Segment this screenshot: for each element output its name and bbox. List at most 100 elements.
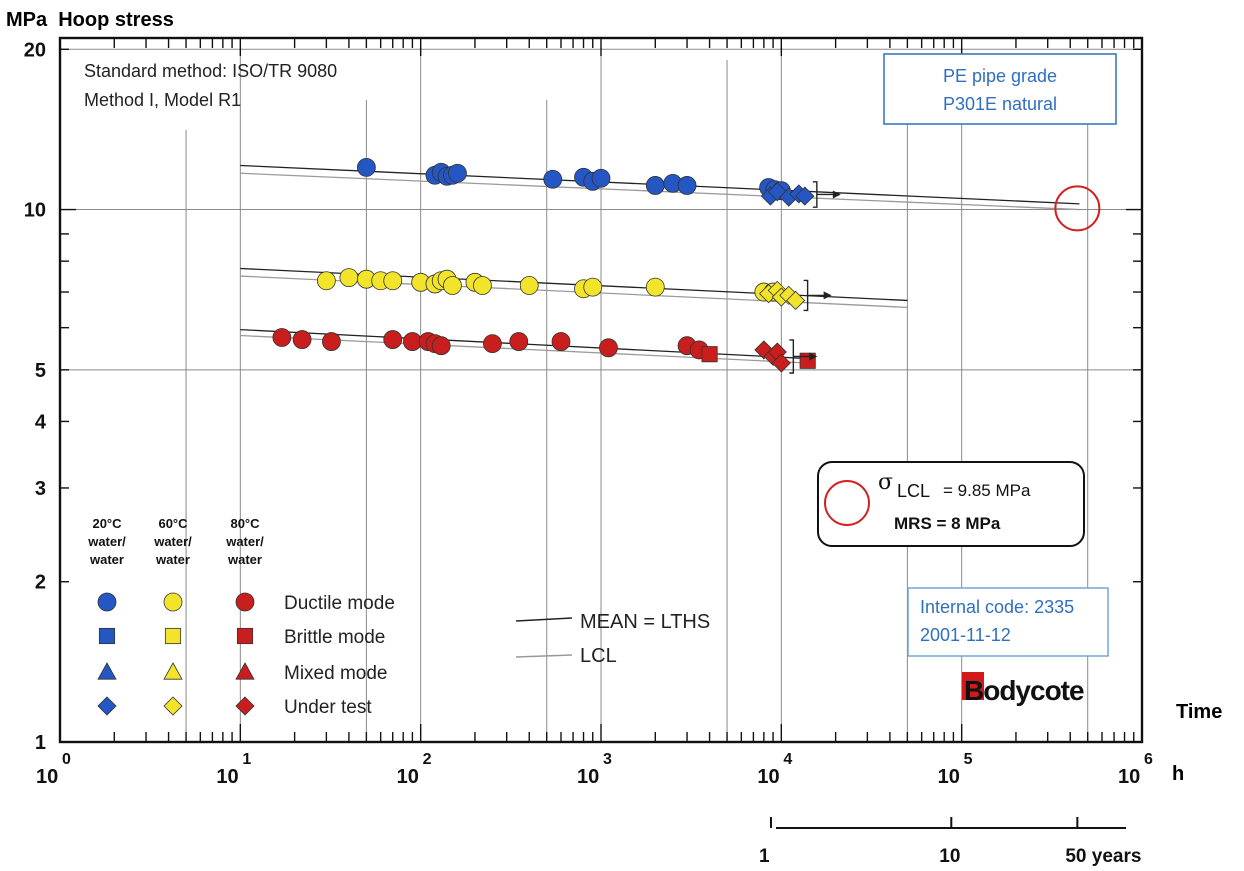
- legend-row-label: Under test: [284, 697, 372, 718]
- data-point-ductile: [443, 276, 462, 295]
- legend-col-temp: 60°C: [158, 516, 188, 531]
- x-tick-label-exponent: 6: [1144, 751, 1153, 768]
- y-tick-labels: 20 10 5 4 3 2 1: [24, 39, 47, 754]
- company-logo: Bodycote: [962, 672, 1085, 706]
- data-point-ductile: [316, 271, 336, 291]
- data-point-ductile: [543, 169, 563, 189]
- x-tick-label-base: 10: [938, 766, 960, 788]
- result-circle-icon: [824, 480, 870, 526]
- data-point-ductile: [583, 277, 603, 297]
- legend-col-temp: 80°C: [230, 516, 260, 531]
- legend-col-media-2: water: [155, 552, 190, 567]
- legend-col-media-1: water/: [153, 534, 192, 549]
- x-tick-label: 104: [757, 751, 792, 788]
- y-tick-label: 1: [35, 732, 46, 754]
- x-axis-title: Time: [1176, 701, 1222, 723]
- legend-circle-icon: [163, 592, 183, 612]
- legend: 20°C water/water 60°C water/water 80°C water/…: [87, 516, 395, 718]
- material-box-line-1: PE pipe grade: [943, 66, 1057, 86]
- data-point-ductile: [645, 176, 665, 195]
- y-tick-label: 10: [24, 200, 46, 222]
- data-point-under-test: [795, 186, 815, 206]
- legend-row-label: Brittle mode: [284, 627, 385, 648]
- legend-square-icon: [164, 627, 182, 645]
- data-point-ductile: [383, 330, 403, 349]
- legend-triangle-icon: [97, 662, 117, 680]
- logo-red-square: [962, 672, 984, 700]
- data-point-ductile: [339, 268, 359, 288]
- series-1: [316, 268, 832, 312]
- y-axis-title: MPa Hoop stress: [6, 9, 174, 31]
- data-point-ductile: [403, 332, 422, 351]
- legend-col-media-2: water: [227, 552, 262, 567]
- y-tick-label: 5: [35, 360, 46, 382]
- legend-col-media-1: water/: [225, 534, 264, 549]
- x-tick-label: 100: [36, 751, 71, 788]
- legend-col-media-1: water/: [87, 534, 126, 549]
- legend-row-label: Mixed mode: [284, 663, 388, 684]
- data-point-ductile: [322, 332, 341, 351]
- data-points: [272, 158, 841, 374]
- data-point-ductile: [383, 271, 403, 291]
- x-tick-label-exponent: 0: [62, 751, 71, 768]
- y-tick-label: 3: [35, 478, 46, 500]
- result-box: σ LCL = 9.85 MPa MRS = 8 MPa: [817, 461, 1085, 547]
- internal-code-box: Internal code: 2335 2001-11-12: [907, 587, 1109, 657]
- method-note: Standard method: ISO/TR 9080 Method I, M…: [84, 61, 337, 110]
- x-tick-label-base: 10: [397, 766, 419, 788]
- running-test-arrowhead: [823, 291, 832, 300]
- legend-square-icon: [236, 627, 254, 645]
- legend-diamond-icon: [235, 696, 255, 716]
- data-point-ductile: [599, 338, 618, 358]
- y-tick-label: 20: [24, 39, 46, 61]
- x-tick-label: 101: [216, 751, 251, 788]
- lcl-line-swatch: [515, 654, 573, 658]
- legend-row-label: Ductile mode: [284, 593, 395, 614]
- method-note-line-1: Standard method: ISO/TR 9080: [84, 61, 337, 81]
- running-test-bracket: [789, 339, 795, 374]
- data-point-ductile: [551, 332, 571, 351]
- series-0: [356, 158, 841, 208]
- x-tick-label-exponent: 4: [783, 751, 792, 768]
- running-test-bracket: [812, 181, 818, 208]
- data-point-ductile: [677, 176, 697, 195]
- sigma-value: = 9.85 MPa: [943, 481, 1031, 500]
- internal-code-line-2: 2001-11-12: [920, 625, 1011, 645]
- data-point-ductile: [483, 334, 502, 354]
- internal-code-line-1: Internal code: 2335: [920, 597, 1074, 617]
- sigma-subscript: LCL: [897, 481, 930, 501]
- mean-line-swatch: [515, 617, 573, 622]
- sigma-symbol: σ: [878, 470, 893, 495]
- x-tick-label-base: 10: [1118, 766, 1140, 788]
- x-tick-label: 102: [397, 751, 432, 788]
- data-point-ductile: [509, 332, 529, 351]
- material-box-border: [883, 53, 1117, 125]
- x-tick-label-exponent: 1: [242, 751, 251, 768]
- x-tick-label-base: 10: [577, 766, 599, 788]
- x-tick-label: 106: [1118, 751, 1153, 788]
- data-point-ductile: [519, 276, 539, 295]
- legend-triangle-icon: [235, 662, 255, 680]
- running-test-bracket: [803, 279, 809, 312]
- logo-text: Bodycote: [964, 675, 1084, 706]
- lcl-line-label: LCL: [580, 645, 617, 667]
- data-point-ductile: [272, 328, 292, 347]
- data-point-ductile: [591, 168, 611, 188]
- legend-triangle-icon: [163, 662, 183, 680]
- data-point-under-test: [771, 353, 791, 373]
- legend-diamond-icon: [97, 696, 117, 716]
- x-tick-label-base: 10: [757, 766, 779, 788]
- extrapolated-point-marker: [1054, 185, 1101, 232]
- data-point-ductile: [292, 330, 312, 349]
- data-point-under-test: [786, 290, 806, 311]
- x-unit-label: h: [1172, 763, 1184, 785]
- mean-line-label: MEAN = LTHS: [580, 611, 710, 633]
- material-box: PE pipe grade P301E natural: [883, 53, 1117, 125]
- years-tick-label: 50 years: [1065, 846, 1141, 867]
- axis-ticks: [59, 38, 1142, 743]
- data-point-brittle: [701, 346, 718, 363]
- legend-col-media-2: water: [89, 552, 124, 567]
- y-tick-label: 4: [35, 411, 47, 433]
